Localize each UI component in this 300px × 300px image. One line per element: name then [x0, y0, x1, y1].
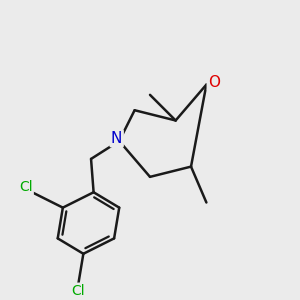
- Text: O: O: [208, 74, 220, 89]
- Text: Cl: Cl: [19, 180, 32, 194]
- Text: N: N: [111, 131, 122, 146]
- Text: Cl: Cl: [71, 284, 85, 298]
